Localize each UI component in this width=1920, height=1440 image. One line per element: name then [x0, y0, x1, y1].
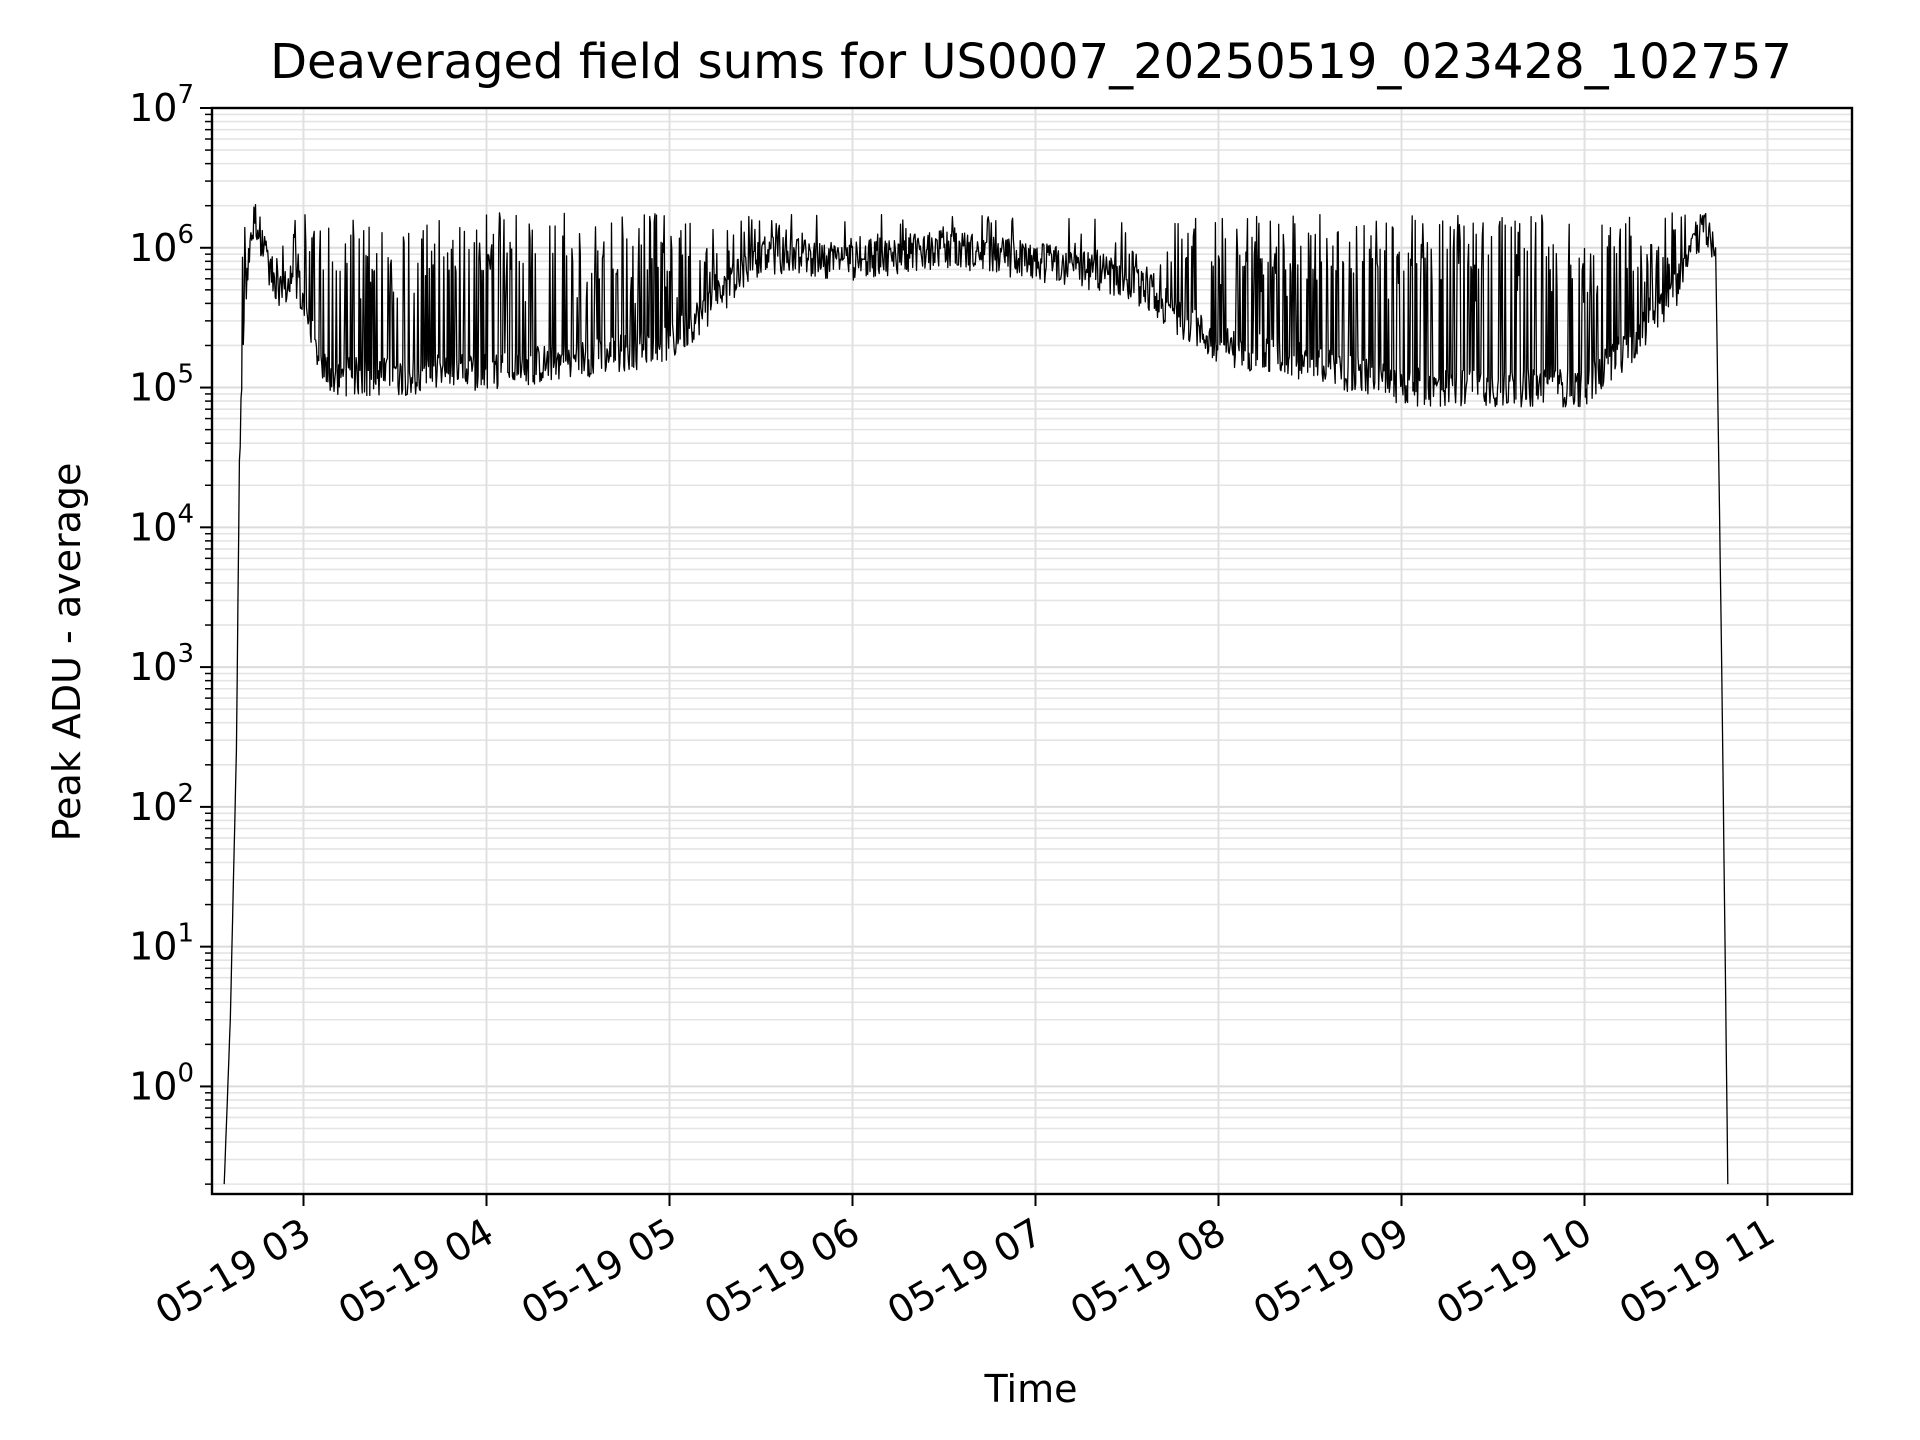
y-tick-label: 102: [129, 779, 194, 829]
series-line: [223, 204, 1729, 1185]
y-tick-label: 101: [129, 919, 194, 969]
plot-frame: [210, 106, 1854, 1196]
x-axis-label: Time: [984, 1367, 1078, 1411]
y-tick-label: 103: [129, 639, 194, 689]
y-tick-label: 106: [129, 220, 194, 270]
y-tick-label: 105: [129, 360, 194, 410]
chart-title: Deaveraged field sums for US0007_2025051…: [270, 34, 1792, 90]
y-tick-label: 107: [129, 80, 194, 130]
y-axis-label: Peak ADU - average: [45, 463, 89, 842]
series-layer: [223, 204, 1729, 1185]
y-tick-label: 100: [129, 1058, 194, 1108]
y-tick-label: 104: [129, 499, 194, 549]
